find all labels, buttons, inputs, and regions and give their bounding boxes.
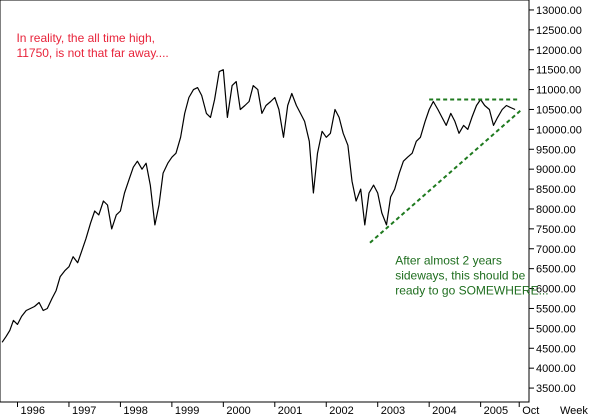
x-tick-label: 1997 [72, 405, 96, 417]
annotation-text: sideways, this should be [395, 269, 525, 283]
series-line [1, 69, 516, 343]
x-axis-unit-label: Week [560, 405, 588, 417]
plot-frame [0, 0, 530, 403]
trend-layer [369, 98, 523, 244]
y-axis: 3500.00 4000.00 4500.00 5000.00 5500.00 6000.… [529, 5, 582, 395]
y-tick-label: 11000.00 [536, 85, 581, 97]
x-tick-label: 2001 [278, 405, 302, 417]
y-tick-label: 9000.00 [536, 164, 576, 176]
annotation-layer: In reality, the all time high,11750, is … [16, 31, 548, 298]
annotation-text: ready to go SOMEWHERE... [395, 284, 548, 298]
x-tick-label: 2003 [381, 405, 405, 417]
x-tick-label: 2005 [484, 405, 508, 417]
y-tick-label: 3500.00 [536, 383, 576, 395]
x-tick-label: 1998 [123, 405, 147, 417]
y-tick-label: 9500.00 [536, 144, 576, 156]
x-tick-label: Oct [522, 405, 539, 417]
y-tick-label: 4500.00 [536, 343, 576, 355]
annotation-text: 11750, is not that far away.... [16, 46, 168, 60]
y-tick-label: 7000.00 [536, 244, 576, 256]
x-tick-label: 2002 [329, 405, 353, 417]
x-axis: Week 1996 1997 1998 1999 2000 2001 2002 2003 200… [16, 402, 588, 417]
y-tick-label: 12500.00 [536, 25, 582, 37]
x-tick-label: 1996 [20, 405, 44, 417]
y-tick-label: 6000.00 [536, 284, 576, 296]
x-tick-label: 1999 [175, 405, 199, 417]
y-tick-label: 5000.00 [536, 323, 576, 335]
y-tick-label: 10000.00 [536, 124, 582, 136]
y-tick-label: 8000.00 [536, 204, 576, 216]
support-trend-line [369, 108, 523, 244]
y-tick-label: 7500.00 [536, 224, 576, 236]
annotation-text: After almost 2 years [395, 254, 502, 268]
y-tick-label: 8500.00 [536, 184, 576, 196]
y-tick-label: 5500.00 [536, 303, 576, 315]
y-tick-label: 11500.00 [536, 65, 581, 77]
series-layer [1, 69, 516, 343]
y-tick-label: 10500.00 [536, 104, 582, 116]
annotation-text: In reality, the all time high, [16, 31, 155, 45]
y-tick-label: 12000.00 [536, 45, 582, 57]
y-tick-label: 13000.00 [536, 5, 582, 17]
y-tick-label: 6500.00 [536, 264, 576, 276]
x-tick-label: 2000 [226, 405, 250, 417]
y-tick-label: 4000.00 [536, 363, 576, 375]
x-tick-label: 2004 [432, 405, 456, 417]
